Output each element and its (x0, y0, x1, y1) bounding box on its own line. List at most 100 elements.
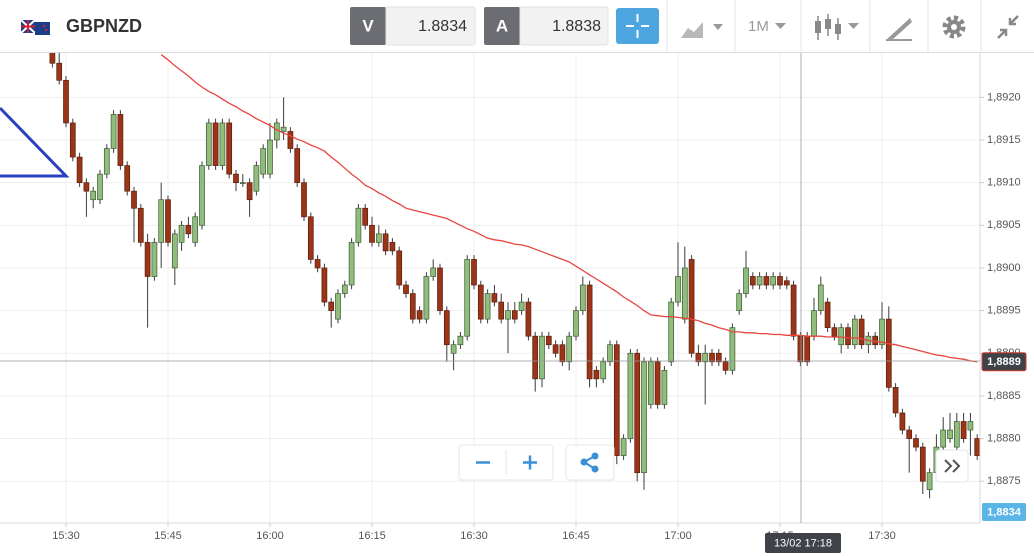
dropdown-arrow (713, 24, 723, 30)
candle-down (471, 259, 477, 286)
candle-up (817, 284, 824, 311)
candle-up (375, 233, 382, 243)
zoom-in-button[interactable] (507, 446, 552, 479)
last-price-tag: 1,8889 (987, 356, 1021, 368)
candle-up (539, 335, 545, 380)
candle-down (212, 122, 219, 166)
candle-down (525, 301, 532, 337)
candle-down (559, 344, 566, 363)
candle-down (409, 293, 416, 320)
candle-down (783, 280, 790, 286)
candle-up (335, 293, 341, 320)
candle-down (63, 79, 69, 124)
candle-up (171, 233, 178, 269)
dropdown-arrow (775, 23, 786, 29)
crosshair-button-bg[interactable] (616, 8, 659, 44)
candle-up (947, 429, 953, 439)
candle-down (899, 412, 906, 431)
x-tick-label: 16:45 (562, 530, 590, 542)
y-tick-label: 1,8880 (987, 432, 1021, 444)
y-tick-label: 1,8915 (987, 134, 1021, 146)
candle-down (137, 207, 144, 243)
candle-down (185, 224, 192, 235)
candle-down (477, 284, 484, 320)
candle-up (838, 327, 845, 346)
moving-average (160, 54, 978, 363)
candle-up (219, 122, 226, 166)
candle-down (328, 301, 335, 311)
zoom-out-button[interactable] (460, 446, 505, 479)
candle-down (498, 301, 505, 320)
candle-down (389, 242, 396, 252)
flag-uk-cross (21, 20, 35, 33)
draw-hit[interactable] (871, 0, 927, 52)
y-tick-label: 1,8910 (987, 177, 1021, 189)
candle-up (770, 276, 777, 286)
bid-tag-box (982, 503, 1026, 521)
candle-down (709, 352, 715, 363)
candle-down (362, 207, 369, 226)
crosshair-button[interactable] (616, 8, 659, 44)
candle-up (668, 301, 675, 363)
candle-down (511, 310, 518, 320)
candle-down (382, 233, 389, 252)
timeframe-button[interactable]: 1M (736, 0, 800, 52)
toolbar: GBPNZD V 1.8834 A 1.8838 1M (0, 0, 1034, 53)
y-tick-label: 1,8900 (987, 262, 1021, 274)
bid-tag: 1,8834 (987, 506, 1022, 518)
candle-style-button[interactable] (802, 0, 869, 52)
candle-up (280, 126, 287, 132)
x-tick-label: 17:30 (868, 530, 896, 542)
buy-label-box[interactable] (484, 7, 520, 45)
gear-hole (951, 24, 957, 30)
candle-up (627, 352, 634, 439)
sell-label-box[interactable] (350, 7, 386, 45)
collapse-button[interactable] (982, 0, 1034, 52)
candle-up (743, 267, 749, 294)
candle-down (307, 216, 314, 260)
candle-icon (835, 24, 841, 34)
scroll-right-button[interactable] (935, 449, 969, 483)
candle-up (103, 148, 110, 175)
candle-down (654, 361, 661, 405)
candle-up (239, 182, 246, 185)
candle-up (484, 293, 491, 320)
candle-down (749, 276, 756, 286)
sell-price-box[interactable] (385, 6, 476, 46)
candle-down (443, 310, 450, 346)
candle-icon (825, 19, 831, 29)
draw-button[interactable] (871, 0, 927, 52)
candle-down (532, 335, 539, 380)
candle-down (885, 318, 892, 388)
candle-up (600, 361, 607, 380)
y-tick-label: 1,8885 (987, 390, 1021, 402)
candle-up (620, 438, 627, 456)
chart-type-button[interactable] (668, 0, 734, 52)
buy-price-box[interactable] (519, 6, 609, 46)
candle-up (457, 335, 464, 346)
candle-up (505, 310, 511, 320)
share-dot (580, 458, 588, 466)
settings-button[interactable] (929, 0, 980, 52)
candle-up (579, 284, 586, 311)
dropdown-arrow (848, 23, 859, 29)
share-box[interactable] (565, 444, 615, 481)
candle-up (260, 148, 267, 175)
candle-up (273, 122, 280, 141)
candle-down (226, 122, 233, 175)
sell-button[interactable]: V 1.8834 (350, 6, 476, 46)
candle-down (69, 122, 76, 158)
collapse-hit[interactable] (982, 0, 1034, 52)
candle-up (851, 318, 858, 346)
y-tick-label: 1,8895 (987, 305, 1021, 317)
candle-up (348, 242, 355, 286)
candle-down (294, 148, 301, 184)
share-button[interactable] (565, 444, 615, 481)
candle-up (675, 276, 681, 303)
area-icon (681, 22, 703, 38)
candle-down (117, 114, 124, 166)
candle-up (566, 335, 573, 363)
buy-button[interactable]: A 1.8838 (484, 6, 609, 46)
buy-price: 1.8838 (552, 18, 601, 35)
